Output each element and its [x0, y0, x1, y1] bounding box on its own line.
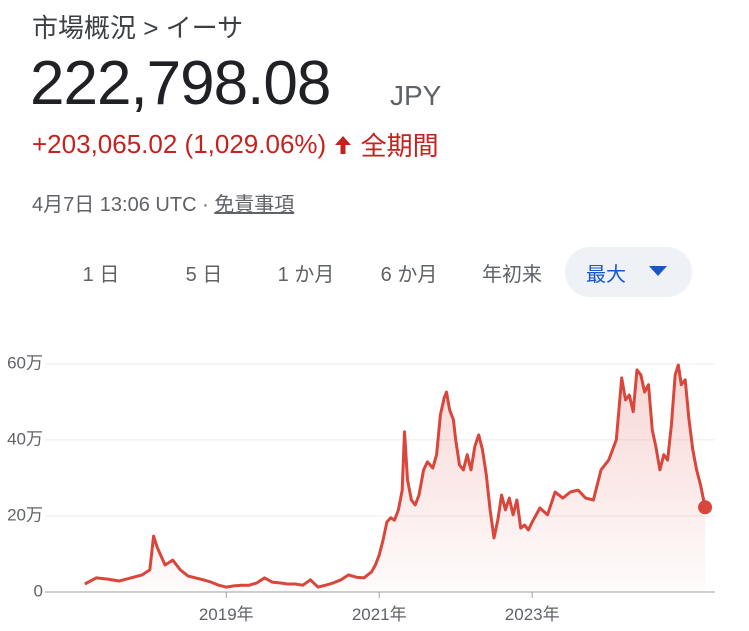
dropdown-icon[interactable] — [648, 265, 668, 277]
period: 全期間 — [360, 131, 439, 161]
tab-label[interactable]: 最大 — [586, 264, 626, 286]
timestamp-row: 4月7日 13:06 UTC · 免責事項 — [32, 188, 294, 217]
tab[interactable]: 6 か月 — [380, 264, 438, 286]
tab[interactable]: 1 日 — [82, 264, 120, 286]
up-arrow-icon — [335, 135, 352, 154]
tab[interactable]: 年初来 — [482, 264, 542, 286]
area-fill — [84, 365, 706, 592]
y-tick-label: 60万 — [7, 353, 43, 372]
y-tick-label: 0 — [34, 581, 43, 600]
selected-tab[interactable] — [565, 247, 692, 297]
breadcrumb[interactable]: 市場概況 > イーサ — [32, 13, 244, 43]
price-line — [84, 363, 707, 589]
chart: 0 20万 40万 60万 2019年 2021年 2023年 — [7, 353, 715, 624]
currency: JPY — [390, 80, 442, 111]
x-tick-label: 2019年 — [199, 605, 254, 624]
tab[interactable]: 5 日 — [185, 264, 223, 286]
change-row: +203,065.02 (1,029.06%) 全期間 — [32, 126, 439, 163]
x-tick-label: 2021年 — [352, 605, 407, 624]
y-tick-label: 20万 — [7, 505, 43, 524]
timestamp: 4月7日 13:06 UTC · — [32, 194, 209, 216]
tab[interactable]: 1 か月 — [277, 264, 335, 286]
y-tick-label: 40万 — [7, 429, 43, 448]
last-point — [698, 500, 713, 515]
x-tick-label: 2023年 — [505, 605, 560, 624]
price: 222,798.08 — [30, 49, 331, 118]
disclaimer-link[interactable]: 免責事項 — [214, 194, 295, 216]
change: +203,065.02 (1,029.06%) — [32, 129, 327, 159]
